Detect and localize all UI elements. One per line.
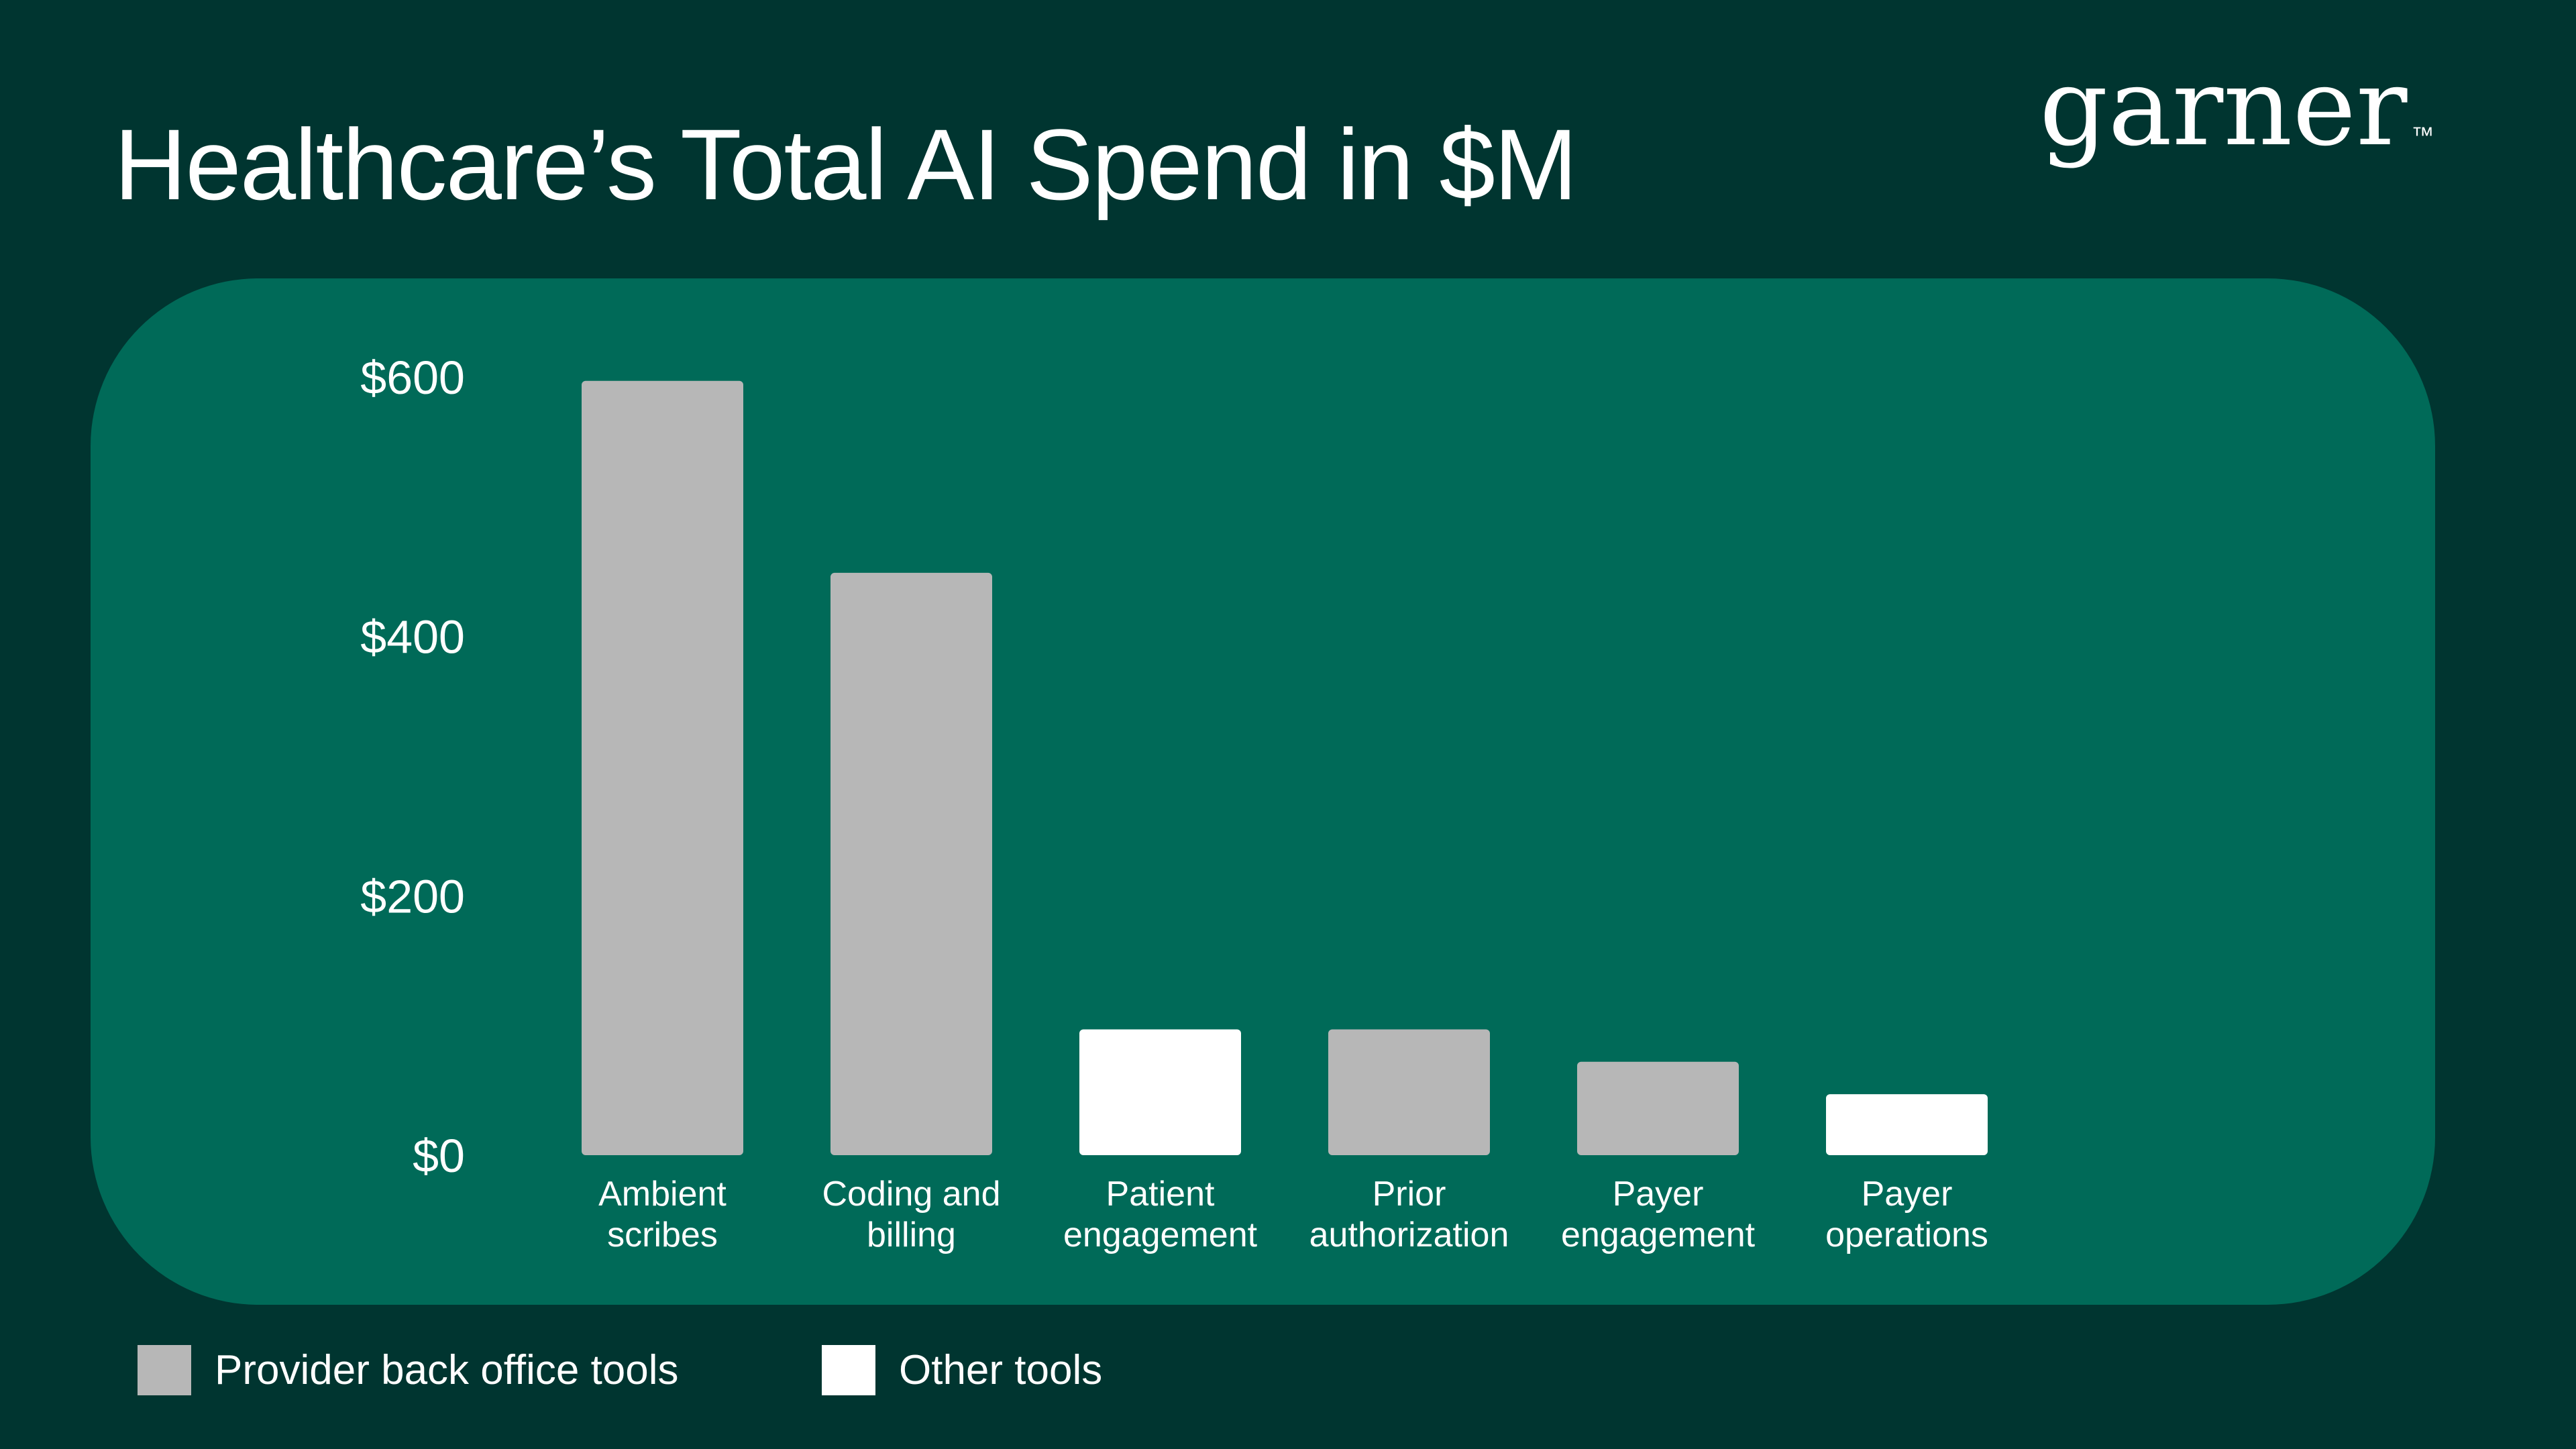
page-title: Healthcare’s Total AI Spend in $M bbox=[114, 108, 1578, 221]
x-tick-label: Prior bbox=[1373, 1175, 1446, 1214]
legend-item-provider: Provider back office tools bbox=[138, 1345, 679, 1395]
legend-swatch-provider bbox=[138, 1345, 191, 1395]
y-tick-label: $600 bbox=[360, 352, 465, 404]
x-tick-label: authorization bbox=[1309, 1216, 1509, 1254]
x-tick-label: billing bbox=[867, 1216, 956, 1254]
logo-text: garner bbox=[2039, 44, 2408, 170]
legend-swatch-other bbox=[822, 1345, 875, 1395]
bar bbox=[1079, 1029, 1241, 1155]
bar bbox=[582, 380, 743, 1155]
y-tick-label: $200 bbox=[360, 870, 465, 922]
legend-label-provider: Provider back office tools bbox=[215, 1347, 679, 1393]
y-tick-label: $400 bbox=[360, 611, 465, 663]
x-tick-label: engagement bbox=[1561, 1216, 1756, 1254]
x-tick-label: scribes bbox=[607, 1216, 718, 1254]
x-tick-label: Patient bbox=[1106, 1175, 1215, 1214]
x-tick-label: Ambient bbox=[598, 1175, 727, 1214]
garner-logo: garner ™ bbox=[2039, 40, 2434, 174]
bar bbox=[1577, 1061, 1739, 1155]
trademark-symbol: ™ bbox=[2411, 123, 2434, 148]
legend-label-other: Other tools bbox=[899, 1347, 1103, 1393]
legend-item-other: Other tools bbox=[822, 1345, 1102, 1395]
chart-panel bbox=[91, 278, 2435, 1305]
x-tick-label: Coding and bbox=[822, 1175, 1001, 1214]
bar bbox=[1826, 1094, 1988, 1155]
bar bbox=[830, 572, 992, 1155]
bar bbox=[1328, 1029, 1490, 1155]
x-tick-label: Payer bbox=[1613, 1175, 1704, 1214]
x-tick-label: engagement bbox=[1063, 1216, 1258, 1254]
x-tick-label: Payer bbox=[1862, 1175, 1953, 1214]
x-tick-label: operations bbox=[1825, 1216, 1988, 1254]
y-tick-label: $0 bbox=[413, 1130, 465, 1182]
